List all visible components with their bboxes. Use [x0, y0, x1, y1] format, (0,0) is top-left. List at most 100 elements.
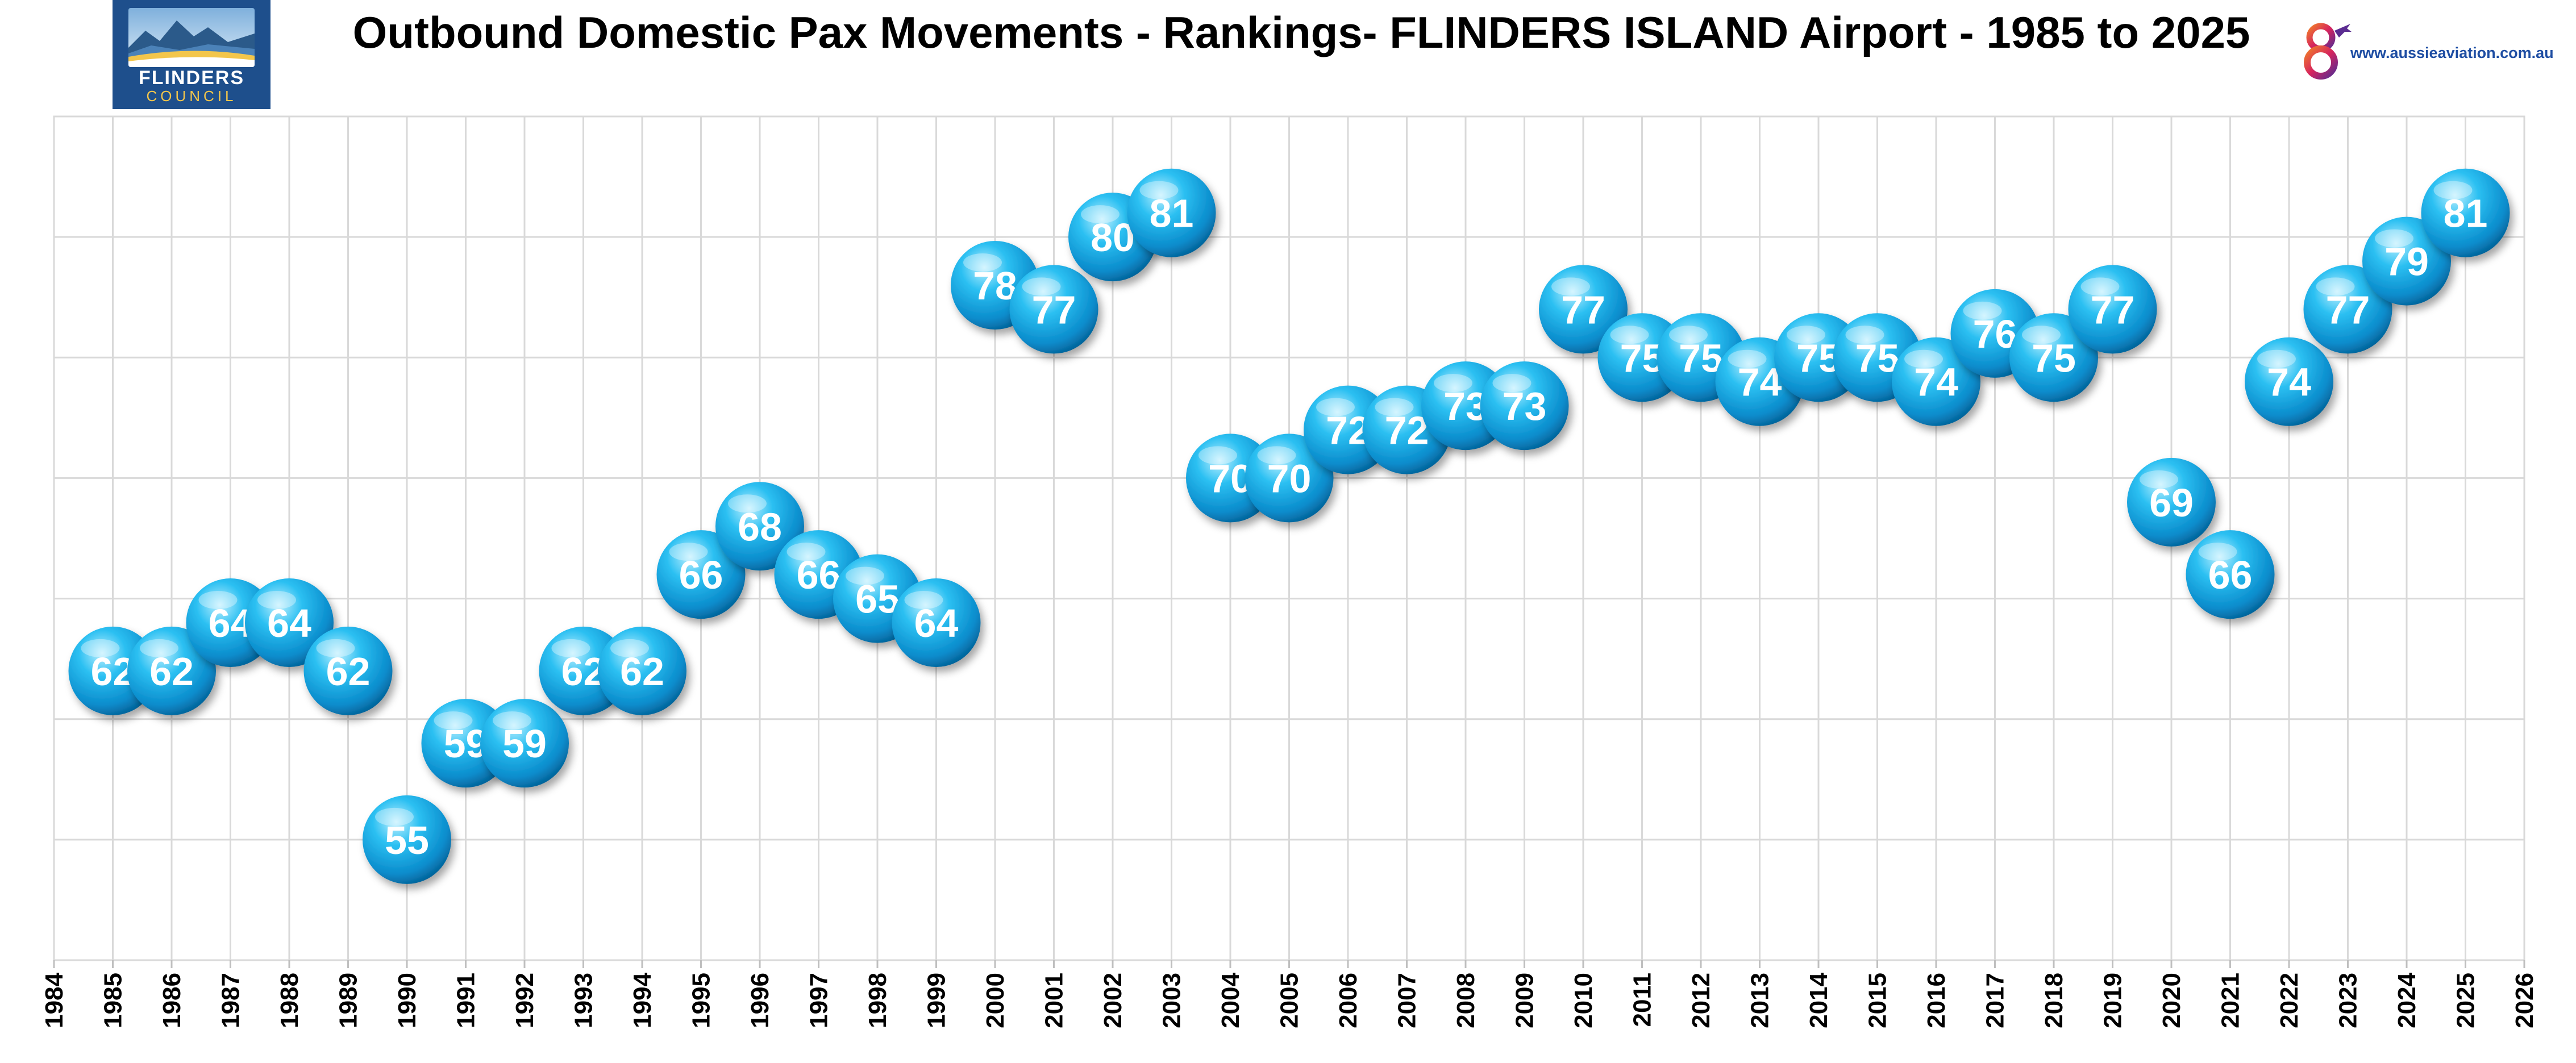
x-tick-label: 2018: [2040, 973, 2068, 1028]
marker-highlight: [963, 253, 1002, 272]
data-point-marker: [1892, 337, 1980, 426]
data-point-label: 66: [2208, 553, 2253, 597]
data-point-marker: [1127, 168, 1216, 257]
data-point-label: 73: [1503, 384, 1547, 428]
data-point-marker: [2009, 313, 2098, 402]
marker-highlight: [2433, 181, 2473, 199]
marker-highlight: [846, 566, 884, 585]
data-point-label: 66: [797, 553, 841, 597]
data-point: 77: [2068, 265, 2157, 354]
data-point-label: 68: [738, 505, 782, 549]
data-point: 74: [1715, 337, 1804, 426]
data-point: 77: [1009, 265, 1098, 354]
data-point-label: 81: [2444, 191, 2488, 236]
data-point-label: 70: [1267, 456, 1312, 501]
x-tick-label: 2002: [1099, 973, 1127, 1028]
x-tick-label: 2011: [1629, 973, 1657, 1027]
data-point: 66: [656, 530, 746, 619]
marker-highlight: [1257, 446, 1296, 465]
data-point-label: 69: [2149, 481, 2194, 525]
x-axis: 1984 1985 1986 1987 1988 1989 1990 1991 1992 1993…: [40, 960, 2538, 1028]
marker-highlight: [728, 494, 767, 513]
x-tick-label: 2019: [2099, 973, 2127, 1028]
data-point: 70: [1245, 433, 1334, 523]
data-point: 77: [2303, 265, 2392, 354]
marker-highlight: [316, 639, 355, 657]
data-point-label: 62: [149, 649, 194, 694]
data-point-marker: [598, 626, 686, 715]
data-point: 66: [2186, 530, 2275, 619]
chart-title: Outbound Domestic Pax Movements - Rankin…: [352, 7, 2250, 57]
marker-highlight: [610, 639, 649, 657]
x-tick-label: 2017: [1982, 973, 2009, 1028]
x-tick-label: 1998: [864, 973, 892, 1028]
x-tick-label: 2003: [1158, 973, 1186, 1028]
marker-highlight: [2140, 470, 2178, 489]
x-tick-label: 2000: [981, 973, 1009, 1028]
x-tick-label: 2007: [1393, 973, 1421, 1028]
data-point-label: 76: [1973, 312, 2017, 356]
marker-highlight: [2316, 277, 2355, 296]
data-point: 62: [598, 626, 686, 715]
marker-highlight: [1316, 398, 1355, 416]
marker-highlight: [1081, 205, 1120, 224]
data-point-label: 75: [1679, 336, 1723, 380]
data-point-marker: [363, 795, 451, 884]
data-point-marker: [2186, 530, 2275, 619]
marker-highlight: [1434, 374, 1472, 393]
data-point: 73: [1480, 361, 1569, 451]
x-tick-label: 2025: [2452, 973, 2480, 1028]
x-tick-label: 2013: [1746, 973, 1774, 1028]
logo-text-council: COUNCIL: [146, 87, 237, 105]
marker-highlight: [1787, 326, 1825, 344]
marker-highlight: [1492, 374, 1532, 393]
x-tick-label: 2008: [1452, 973, 1480, 1028]
marker-highlight: [1728, 349, 1767, 368]
data-point-label: 65: [855, 577, 900, 622]
data-point-marker: [2303, 265, 2392, 354]
data-point-marker: [2068, 265, 2157, 354]
data-point: 59: [480, 699, 569, 788]
data-point-marker: [2245, 337, 2333, 426]
data-point-marker: [656, 530, 746, 619]
marker-highlight: [1198, 446, 1237, 465]
data-point: 68: [715, 482, 804, 571]
x-tick-label: 2021: [2217, 973, 2245, 1028]
data-point-label: 79: [2384, 240, 2429, 284]
x-tick-label: 2004: [1217, 972, 1245, 1028]
marker-highlight: [904, 591, 943, 609]
data-point: 64: [892, 578, 981, 667]
x-tick-label: 1997: [805, 973, 833, 1028]
data-point-marker: [1480, 361, 1569, 451]
data-point: 74: [2245, 337, 2333, 426]
marker-highlight: [669, 543, 708, 561]
data-point: 81: [2421, 168, 2510, 257]
data-point: 77: [1539, 265, 1628, 354]
x-tick-label: 1984: [40, 972, 68, 1028]
marker-highlight: [2022, 326, 2061, 344]
data-point: 55: [363, 795, 451, 884]
data-point-marker: [715, 482, 804, 571]
x-tick-label: 2005: [1276, 973, 1304, 1028]
marker-highlight: [1375, 398, 1414, 416]
data-point-label: 59: [502, 722, 547, 766]
x-tick-label: 2012: [1687, 973, 1715, 1028]
x-tick-label: 1991: [452, 973, 480, 1028]
data-point-marker: [892, 578, 981, 667]
x-tick-label: 2023: [2334, 973, 2362, 1028]
data-point-label: 77: [1032, 287, 1076, 332]
mountain-landscape-icon: [128, 8, 255, 67]
data-point-marker: [1245, 433, 1334, 523]
x-tick-label: 2020: [2158, 973, 2186, 1028]
data-point-label: 75: [2032, 336, 2076, 380]
x-tick-label: 2022: [2275, 973, 2303, 1028]
x-tick-label: 1985: [99, 973, 127, 1028]
data-point: 81: [1127, 168, 1216, 257]
x-tick-label: 2016: [1922, 973, 1950, 1028]
marker-highlight: [1845, 326, 1884, 344]
data-point-label: 55: [385, 818, 429, 862]
marker-highlight: [1904, 349, 1943, 368]
marker-highlight: [2375, 229, 2413, 248]
